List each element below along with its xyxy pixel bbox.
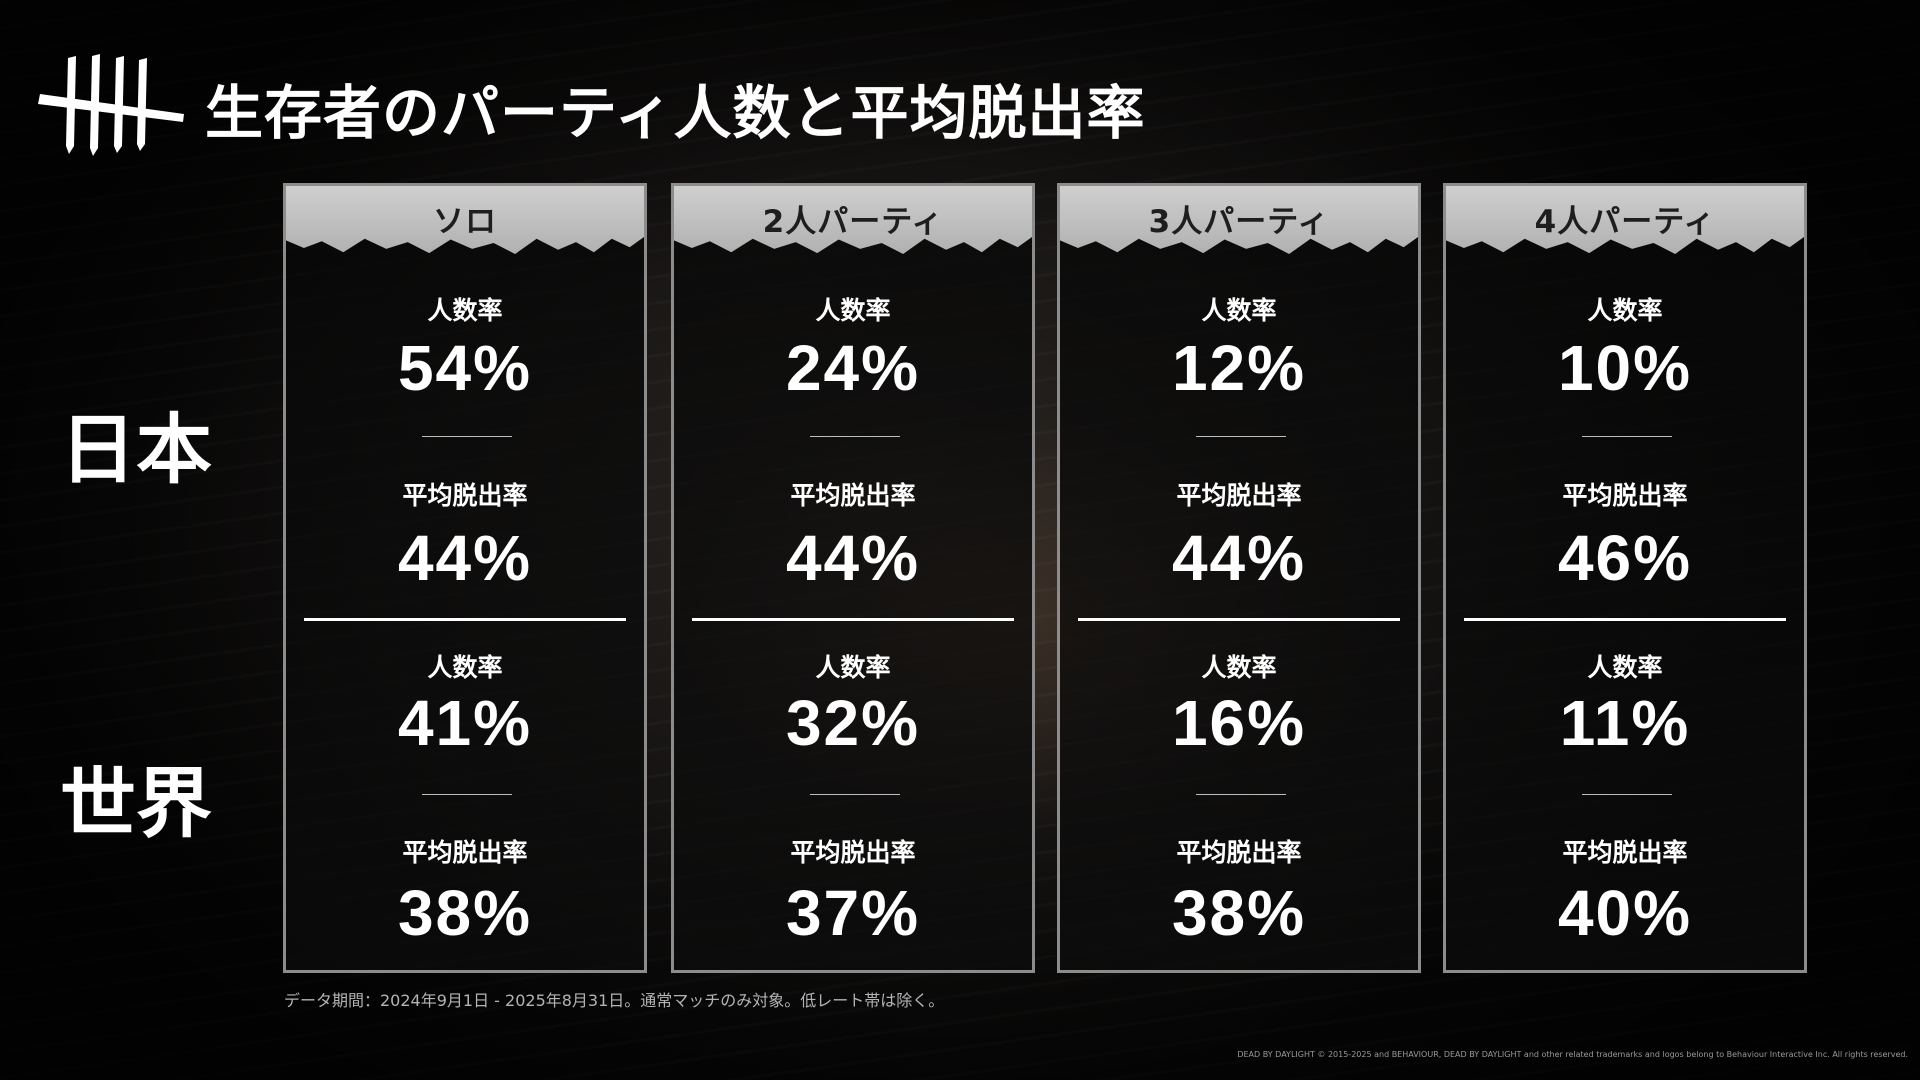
- japan-party-rate-label: 人数率: [1587, 296, 1663, 325]
- world-escape-rate-label: 平均脱出率: [1562, 838, 1688, 867]
- world-escape-rate-value: 38%: [397, 877, 533, 949]
- page-title: 生存者のパーティ人数と平均脱出率: [205, 79, 1146, 147]
- world-party-rate-value: 32%: [785, 687, 921, 759]
- world-escape-rate-label: 平均脱出率: [790, 838, 916, 867]
- japan-escape-rate-label: 平均脱出率: [402, 481, 528, 510]
- world-escape-rate-value: 38%: [1171, 877, 1307, 949]
- japan-escape-rate-value: 44%: [785, 522, 921, 594]
- japan-escape-rate-label: 平均脱出率: [790, 481, 916, 510]
- japan-escape-rate-value: 46%: [1557, 522, 1693, 594]
- dead-by-daylight-logo-icon: [38, 54, 184, 156]
- japan-escape-rate-label: 平均脱出率: [1562, 481, 1688, 510]
- world-party-rate-value: 16%: [1171, 687, 1307, 759]
- card-title: 2人パーティ: [762, 204, 944, 240]
- world-escape-rate-value: 37%: [785, 877, 921, 949]
- party-card-2: 2人パーティ 人数率 24% 平均脱出率 44% 人数率 32% 平均脱出率 3…: [671, 183, 1035, 973]
- world-party-rate-label: 人数率: [1201, 653, 1277, 682]
- party-card-3: 3人パーティ 人数率 12% 平均脱出率 44% 人数率 16% 平均脱出率 3…: [1057, 183, 1421, 973]
- world-party-rate-value: 41%: [397, 687, 533, 759]
- divider: [810, 794, 900, 795]
- region-label-japan: 日本: [60, 405, 212, 494]
- card-title: ソロ: [433, 204, 497, 240]
- copyright-notice: DEAD BY DAYLIGHT © 2015-2025 and BEHAVIO…: [1237, 1050, 1908, 1059]
- card-title: 3人パーティ: [1148, 204, 1330, 240]
- japan-party-rate-value: 12%: [1171, 332, 1307, 404]
- divider: [1196, 794, 1286, 795]
- divider: [1196, 436, 1286, 437]
- world-escape-rate-value: 40%: [1557, 877, 1693, 949]
- card-header: [674, 186, 1032, 254]
- card-header: [286, 186, 644, 254]
- region-separator: [1464, 618, 1786, 621]
- region-separator: [692, 618, 1014, 621]
- card-header: [1060, 186, 1418, 254]
- card-title: 4人パーティ: [1534, 204, 1716, 240]
- party-card-4: 4人パーティ 人数率 10% 平均脱出率 46% 人数率 11% 平均脱出率 4…: [1443, 183, 1807, 973]
- divider: [422, 436, 512, 437]
- japan-party-rate-value: 24%: [785, 332, 921, 404]
- japan-party-rate-label: 人数率: [815, 296, 891, 325]
- japan-escape-rate-label: 平均脱出率: [1176, 481, 1302, 510]
- region-label-world: 世界: [60, 759, 212, 848]
- divider: [810, 436, 900, 437]
- card-header: [1446, 186, 1804, 254]
- japan-party-rate-value: 10%: [1557, 332, 1693, 404]
- world-party-rate-label: 人数率: [427, 653, 503, 682]
- region-separator: [304, 618, 626, 621]
- japan-escape-rate-value: 44%: [397, 522, 533, 594]
- world-escape-rate-label: 平均脱出率: [1176, 838, 1302, 867]
- japan-party-rate-value: 54%: [397, 332, 533, 404]
- japan-escape-rate-value: 44%: [1171, 522, 1307, 594]
- japan-party-rate-label: 人数率: [1201, 296, 1277, 325]
- region-separator: [1078, 618, 1400, 621]
- world-party-rate-label: 人数率: [1587, 653, 1663, 682]
- data-period-footnote: データ期間：2024年9月1日 - 2025年8月31日。通常マッチのみ対象。低…: [284, 991, 945, 1010]
- divider: [422, 794, 512, 795]
- world-party-rate-label: 人数率: [815, 653, 891, 682]
- party-card-solo: ソロ 人数率 54% 平均脱出率 44% 人数率 41% 平均脱出率 38%: [283, 183, 647, 973]
- divider: [1582, 794, 1672, 795]
- world-escape-rate-label: 平均脱出率: [402, 838, 528, 867]
- world-party-rate-value: 11%: [1559, 687, 1691, 759]
- japan-party-rate-label: 人数率: [427, 296, 503, 325]
- divider: [1582, 436, 1672, 437]
